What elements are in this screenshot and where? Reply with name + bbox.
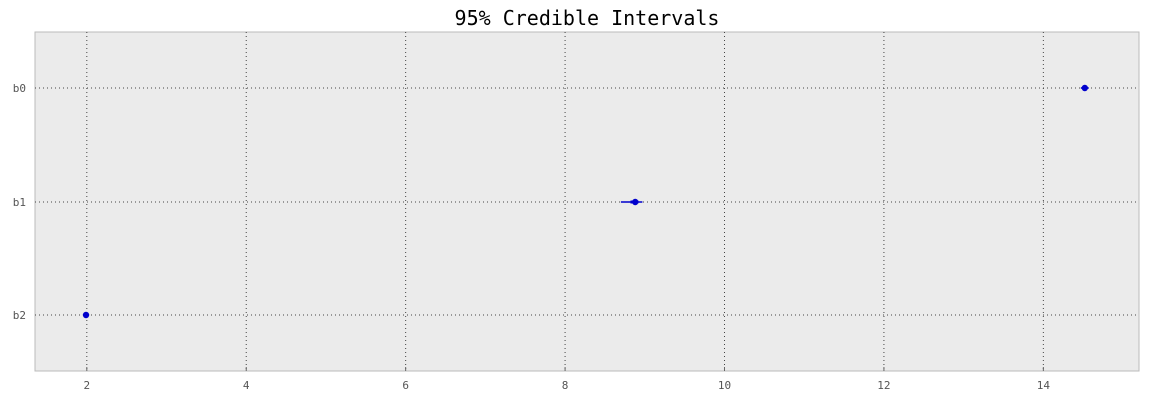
y-tick-label: b2 [13,309,26,322]
y-axis-ticks: b0 b1 b2 [13,82,26,322]
x-tick-label: 12 [877,379,890,392]
interval-marks [82,84,1089,319]
x-tick-label: 10 [718,379,731,392]
x-tick-label: 8 [562,379,569,392]
x-tick-label: 14 [1037,379,1051,392]
x-tick-label: 2 [83,379,90,392]
chart-title: 95% Credible Intervals [455,6,720,30]
x-tick-label: 6 [402,379,409,392]
y-tick-label: b0 [13,82,26,95]
y-tick-label: b1 [13,196,26,209]
point-b1 [632,198,639,206]
point-b2 [82,311,90,319]
x-tick-label: 4 [243,379,250,392]
grid-lines [35,32,1139,371]
point-b0 [1081,84,1088,92]
x-axis-ticks: 2 4 6 8 10 12 14 [83,367,1050,392]
